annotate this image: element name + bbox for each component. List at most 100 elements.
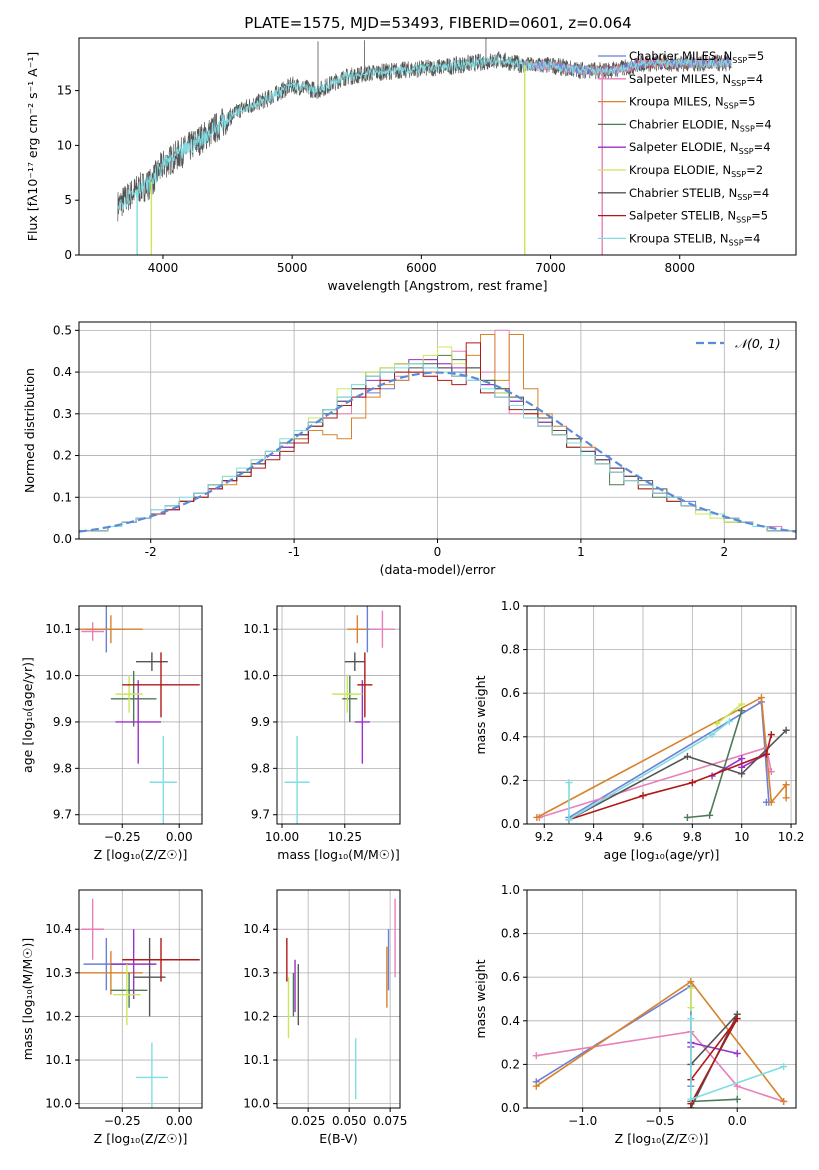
errorbar-point [369, 610, 395, 648]
weight-marker [683, 752, 691, 760]
y-tick-label: 9.9 [53, 715, 72, 729]
errorbar-point [79, 951, 143, 995]
weight-vs-Z-frame [526, 889, 797, 1109]
mass-vs-ebv-frame [276, 889, 401, 1109]
errorbar-point [110, 670, 157, 727]
weight-marker [683, 813, 691, 821]
x-axis-label: Z [log₁₀(Z/Z☉)] [94, 847, 188, 862]
x-tick-label: −0.25 [104, 1114, 141, 1128]
y-tick-label: 0.2 [53, 449, 72, 463]
age-vs-Z-frame [78, 605, 203, 825]
y-tick-label: 9.7 [53, 808, 72, 822]
weight-marker [767, 798, 775, 806]
y-tick-label: 0.4 [53, 365, 72, 379]
y-tick-label: 10.1 [243, 622, 270, 636]
legend-label: Kroupa STELIB, NSSP=4 [629, 231, 760, 247]
weight-vs-age-panel: 9.2 9.4 9.6 9.8 10 10.2 0.0 0.2 0.4 0.6 0.8 1.0 age … [473, 599, 804, 862]
x-tick-label: 0.0 [728, 1114, 747, 1128]
weight-line-kroupa-elodie [716, 703, 743, 725]
errorbar-point [347, 615, 368, 644]
errorbar-point [284, 735, 310, 824]
x-tick-label: 1 [577, 545, 585, 559]
age-vs-mass-frame [276, 605, 401, 825]
weight-line-chabrier-stelib [568, 729, 787, 821]
weight-line-salpeter-miles [539, 746, 773, 819]
x-axis-label: E(B-V) [319, 1131, 358, 1146]
weight-marker [565, 779, 573, 787]
x-tick-label: −0.5 [645, 1114, 674, 1128]
x-tick-label: 10 [734, 830, 749, 844]
residuals-panel: -2 -1 0 1 2 0.0 0.1 0.2 0.3 0.4 0.5 (data-model)/er… [22, 321, 797, 577]
y-tick-label: 0.3 [53, 407, 72, 421]
errorbar-point [332, 675, 363, 713]
x-tick-label: -2 [145, 545, 157, 559]
errorbar-point [354, 680, 370, 764]
weight-marker [738, 700, 746, 708]
x-tick-label: 4000 [148, 261, 179, 275]
x-tick-label: 8000 [664, 261, 695, 275]
weight-marker [687, 978, 695, 986]
errorbar-point [357, 652, 373, 718]
spectrum-marks [117, 38, 732, 255]
y-tick-label: 0.0 [501, 817, 520, 831]
errorbar-point [342, 675, 358, 722]
x-tick-label: 6000 [406, 261, 437, 275]
legend-label: Chabrier STELIB, NSSP=4 [629, 186, 769, 202]
weight-marker [532, 1052, 540, 1060]
y-tick-label: 0.8 [501, 643, 520, 657]
x-axis-label: mass [log₁₀(M/M☉)] [277, 847, 399, 862]
mass-vs-Z-frame [78, 889, 203, 1109]
y-tick-label: 10.0 [45, 1097, 72, 1111]
y-axis-label: mass weight [473, 959, 488, 1038]
weight-marker [706, 811, 714, 819]
y-tick-label: 0.6 [501, 970, 520, 984]
weight-marker [687, 1095, 695, 1103]
x-tick-label: 10.25 [328, 830, 362, 844]
y-axis-label: Flux [fλ10⁻¹⁷ erg cm⁻² s⁻¹ A⁻¹] [25, 52, 40, 241]
y-tick-label: 10.2 [243, 1009, 270, 1023]
mass-vs-ebv-panel: 0.025 0.050 0.075 10.0 10.1 10.2 10.3 10.4 E(B-V… [243, 889, 407, 1146]
errorbar-point [135, 652, 168, 671]
age-vs-Z-marks [79, 606, 200, 824]
y-tick-label: 0.0 [501, 1101, 520, 1115]
x-axis-label: age [log₁₀(age/yr)] [604, 847, 720, 862]
y-tick-label: 9.8 [251, 761, 270, 775]
errorbar-point [135, 1042, 168, 1108]
weight-marker [780, 1063, 788, 1071]
legend-label: Salpeter MILES, NSSP=4 [629, 72, 763, 88]
x-tick-label: 10.00 [265, 830, 299, 844]
y-tick-label: 10.0 [243, 1097, 270, 1111]
legend-label: Chabrier ELODIE, NSSP=4 [629, 117, 772, 133]
y-tick-label: 10.3 [45, 966, 72, 980]
x-axis-label: (data-model)/error [380, 562, 497, 577]
weight-marker [688, 779, 696, 787]
errorbar-point [110, 929, 157, 999]
errorbar-point [133, 937, 166, 1017]
x-tick-label: 0.050 [332, 1114, 366, 1128]
legend-label: Salpeter ELODIE, NSSP=4 [629, 140, 771, 156]
y-tick-label: 10.1 [243, 1053, 270, 1067]
y-tick-label: 0 [64, 248, 72, 262]
weight-marker [708, 731, 716, 739]
age-vs-mass-panel: 10.00 10.25 9.7 9.8 9.9 10.0 10.1 mass [log₁₀(M… [243, 605, 401, 862]
mass-vs-Z-panel: −0.25 0.00 10.0 10.1 10.2 10.3 10.4 Z [log₁₀(Z/… [20, 889, 203, 1146]
weight-vs-Z-marks [532, 978, 788, 1108]
y-tick-label: 15 [57, 84, 72, 98]
y-axis-label: Normed distribution [22, 368, 37, 493]
y-tick-label: 10.0 [243, 669, 270, 683]
errorbar-point [122, 652, 200, 718]
weight-marker [733, 1095, 741, 1103]
y-tick-label: 0.4 [501, 730, 520, 744]
errorbar-point [122, 937, 200, 982]
mass-vs-ebv-marks [286, 898, 396, 1100]
y-tick-label: 9.7 [251, 808, 270, 822]
weight-marker [733, 1050, 741, 1057]
weight-marker [565, 816, 573, 824]
y-tick-label: 0.8 [501, 927, 520, 941]
y-tick-label: 10.3 [243, 966, 270, 980]
errorbar-point [110, 972, 148, 1008]
mass-vs-Z-marks [79, 898, 200, 1108]
x-tick-label: 10.2 [778, 830, 805, 844]
legend-label: Kroupa ELODIE, NSSP=2 [629, 163, 763, 179]
